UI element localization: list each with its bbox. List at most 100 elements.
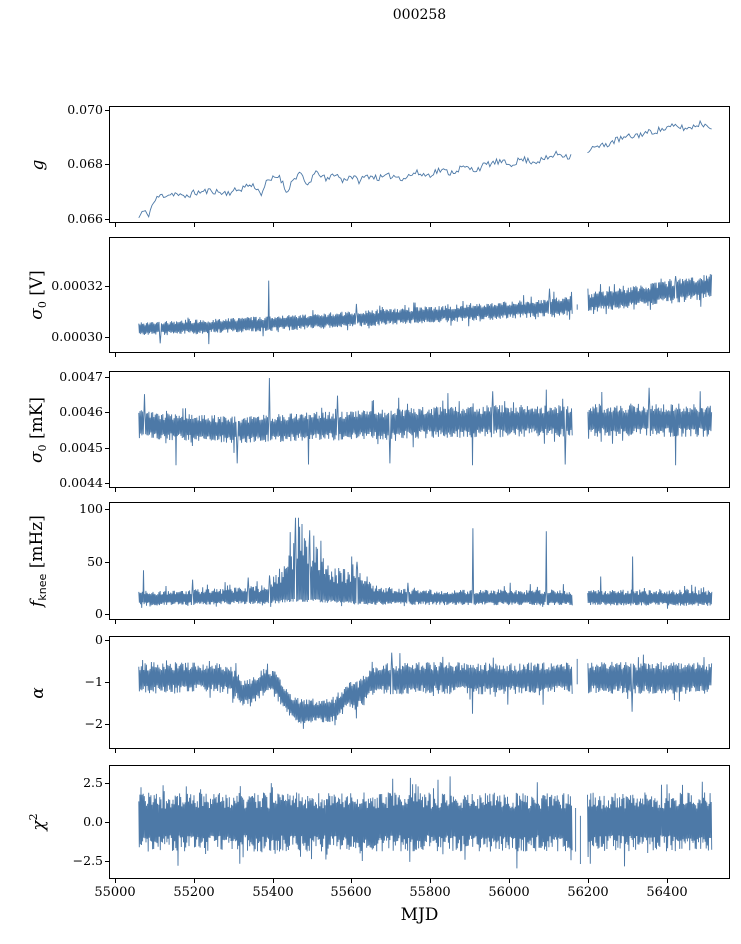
x-axis-label: MJD: [400, 905, 439, 925]
x-tick-mark: [430, 353, 431, 357]
x-tick-mark: [194, 749, 195, 753]
x-tick-mark: [115, 488, 116, 492]
x-tick-label: 55400: [252, 885, 294, 900]
x-tick-mark: [667, 749, 668, 753]
y-tick-label: 100: [79, 501, 103, 516]
x-tick-mark: [115, 223, 116, 227]
plot-area-chi2: [138, 776, 713, 869]
plot-area-sigma0_V: [138, 274, 713, 345]
series-line-chi2: [587, 781, 713, 867]
y-tick-label: 0.00032: [51, 278, 103, 293]
x-tick-mark: [430, 749, 431, 753]
y-tick-mark: [105, 377, 109, 378]
y-tick-mark: [105, 682, 109, 683]
series-line-g: [138, 150, 572, 219]
y-tick-label: 2.5: [83, 775, 103, 790]
series-line-alpha: [138, 652, 573, 729]
y-axis-label-main: σ: [26, 308, 47, 320]
x-tick-label: 56000: [488, 885, 530, 900]
x-tick-mark: [273, 749, 274, 753]
x-tick-mark: [509, 879, 510, 883]
x-tick-mark: [588, 223, 589, 227]
subplot-alpha: [109, 636, 730, 749]
x-tick-label: 55800: [409, 885, 451, 900]
y-axis-label-g: g: [28, 159, 48, 170]
x-tick-mark: [194, 879, 195, 883]
x-tick-mark: [430, 488, 431, 492]
y-axis-label-main: f: [26, 600, 47, 607]
y-axis-label-chi2: χ2: [27, 813, 49, 830]
y-tick-label: 0: [95, 632, 103, 647]
y-tick-mark: [105, 483, 109, 484]
x-tick-mark: [115, 879, 116, 883]
x-tick-mark: [667, 879, 668, 883]
y-axis-label-main: χ: [28, 820, 49, 831]
y-tick-mark: [105, 448, 109, 449]
x-tick-mark: [588, 353, 589, 357]
y-tick-label: −2.5: [72, 853, 103, 868]
x-tick-mark: [430, 223, 431, 227]
plot-area-sigma0_mK: [138, 377, 713, 466]
x-tick-mark: [509, 749, 510, 753]
series-line-sigma0_V: [587, 274, 713, 315]
x-tick-mark: [509, 223, 510, 227]
subplot-g: [109, 106, 730, 223]
y-tick-mark: [105, 164, 109, 165]
x-tick-mark: [667, 353, 668, 357]
y-axis-label-superscript: 2: [27, 813, 41, 821]
y-axis-label-main: g: [28, 159, 48, 170]
x-tick-mark: [509, 488, 510, 492]
x-tick-mark: [351, 879, 352, 883]
y-axis-label-unit: [mK]: [26, 396, 47, 444]
y-axis-label-f_knee: fknee [mHz]: [27, 515, 49, 607]
x-tick-mark: [588, 488, 589, 492]
subplot-f_knee: [109, 502, 730, 620]
plot-area-alpha: [138, 652, 713, 729]
series-line-g: [587, 119, 712, 154]
series-line-sigma0_V: [138, 280, 573, 345]
x-tick-mark: [509, 620, 510, 624]
series-line-sigma0_mK: [587, 387, 713, 466]
y-tick-label: 0.0046: [59, 404, 103, 419]
y-tick-label: 0.070: [67, 102, 103, 117]
x-tick-mark: [351, 223, 352, 227]
y-tick-mark: [105, 614, 109, 615]
x-tick-label: 56200: [567, 885, 609, 900]
subplot-sigma0_V: [109, 237, 730, 353]
plot-area-f_knee: [138, 517, 713, 609]
x-tick-mark: [115, 620, 116, 624]
x-tick-mark: [588, 620, 589, 624]
x-tick-label: 55000: [94, 885, 136, 900]
series-line-f_knee: [138, 517, 573, 608]
x-tick-mark: [273, 879, 274, 883]
x-tick-mark: [351, 488, 352, 492]
x-tick-mark: [351, 620, 352, 624]
y-axis-label-subscript: knee: [36, 573, 50, 601]
y-tick-label: −2: [84, 716, 103, 731]
x-tick-mark: [351, 353, 352, 357]
y-tick-mark: [105, 822, 109, 823]
y-tick-mark: [105, 861, 109, 862]
y-tick-mark: [105, 640, 109, 641]
x-tick-mark: [667, 620, 668, 624]
y-tick-label: 0.0045: [59, 440, 103, 455]
y-tick-mark: [105, 219, 109, 220]
x-tick-mark: [588, 749, 589, 753]
x-tick-mark: [194, 488, 195, 492]
series-line-sigma0_mK: [138, 377, 573, 466]
y-tick-label: −1: [84, 674, 103, 689]
x-tick-mark: [273, 353, 274, 357]
x-tick-mark: [351, 749, 352, 753]
y-axis-label-sigma0_V: σ0 [V]: [27, 270, 49, 320]
x-tick-mark: [667, 223, 668, 227]
y-axis-label-main: α: [28, 686, 48, 699]
x-tick-mark: [430, 620, 431, 624]
y-tick-mark: [105, 724, 109, 725]
x-tick-mark: [509, 353, 510, 357]
y-tick-label: 0.0047: [59, 369, 103, 384]
y-tick-label: 0.066: [67, 211, 103, 226]
x-tick-mark: [273, 620, 274, 624]
y-axis-label-unit: [V]: [26, 270, 47, 302]
y-tick-label: 0.068: [67, 156, 103, 171]
